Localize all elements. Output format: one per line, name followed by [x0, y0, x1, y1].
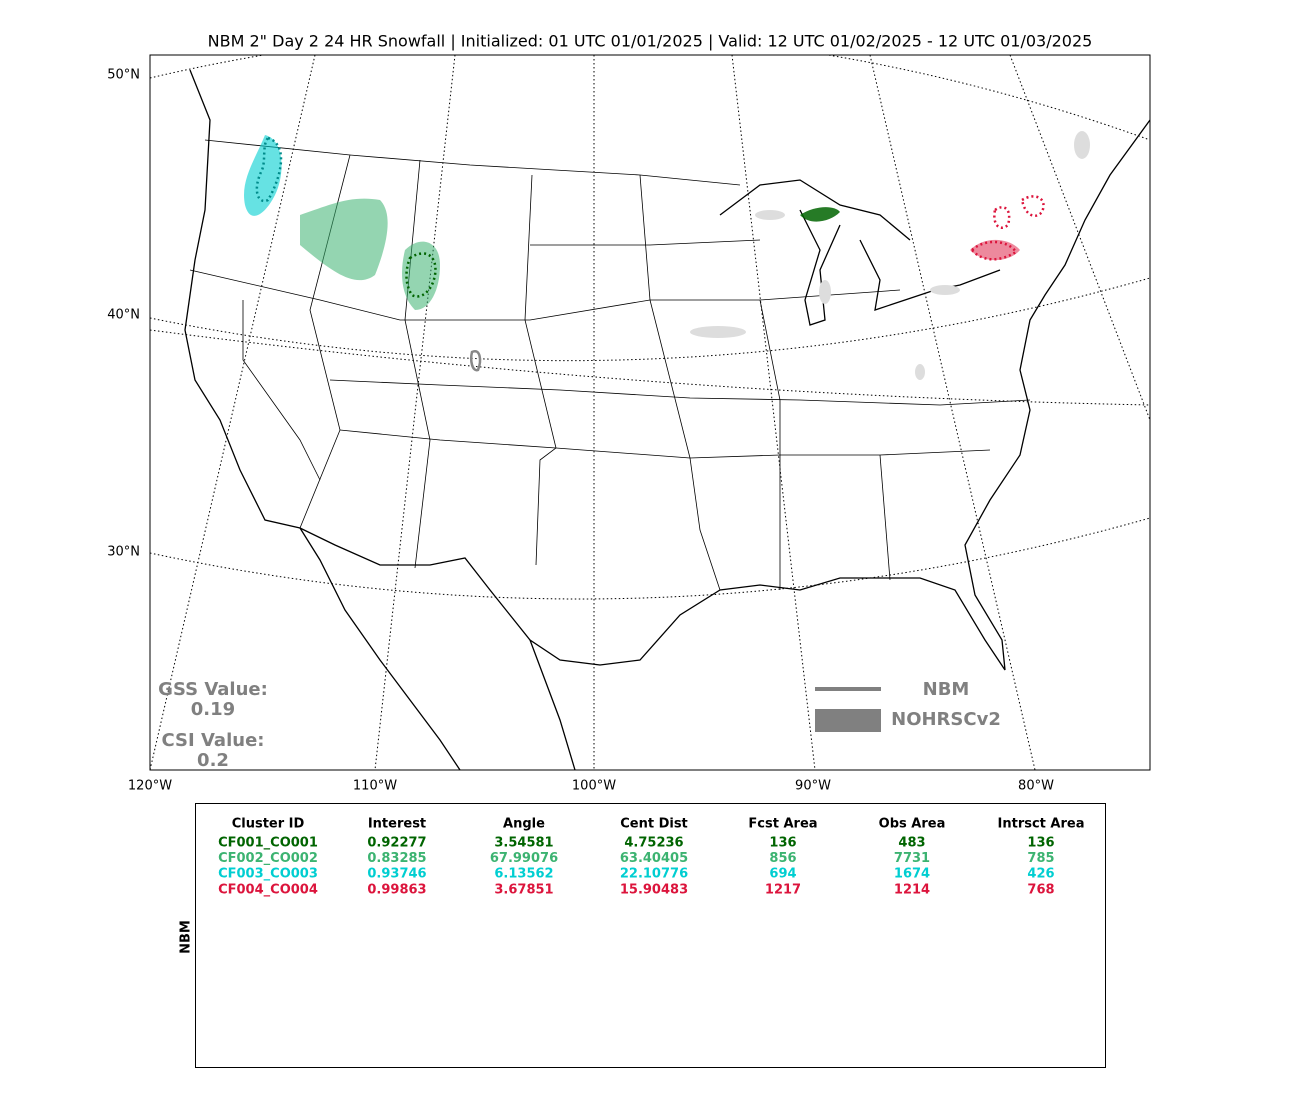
lon-label: 90°W: [795, 779, 831, 794]
table-cell: 0.93746: [367, 867, 426, 882]
table-cell: 7731: [894, 851, 930, 866]
lake-huron-erie: [859, 239, 1001, 311]
lake-michigan: [799, 209, 841, 326]
table-cell: 4.75236: [624, 836, 683, 851]
coastline: [299, 527, 461, 770]
side-label: NBM: [179, 920, 194, 954]
graticule: [150, 329, 1150, 406]
graticule: [150, 277, 1150, 362]
table-cell: 856: [769, 851, 796, 866]
graticule: [1009, 55, 1150, 421]
coastline: [184, 69, 1150, 671]
table-cell: 63.40405: [620, 851, 688, 866]
state-line: [524, 174, 557, 566]
fcst-object: [993, 206, 1011, 229]
lon-label: 80°W: [1018, 779, 1054, 794]
lat-label: 30°N: [107, 545, 140, 560]
table-header: Intrsct Area: [998, 817, 1085, 832]
obs-object: [690, 326, 746, 338]
legend-fill: [815, 709, 881, 732]
table-cell: 136: [1027, 836, 1054, 851]
state-line: [242, 300, 321, 481]
obs-object: [402, 241, 440, 310]
table-header: Cent Dist: [620, 817, 688, 832]
map: 50°N 40°N 30°N 120°W 110°W 100°W 90°W 80°W GSS…: [107, 54, 1151, 794]
csi-label: CSI Value:: [162, 730, 265, 751]
state-line: [759, 299, 781, 590]
lon-label: 100°W: [572, 779, 616, 794]
state-line: [329, 379, 1031, 406]
obs-object: [915, 364, 925, 380]
table-cell: 136: [769, 836, 796, 851]
lon-labels: 120°W 110°W 100°W 90°W 80°W: [128, 779, 1054, 794]
table-cell: 1217: [765, 882, 801, 897]
obs-object: [300, 198, 388, 281]
table-header: Cluster ID: [232, 817, 305, 832]
lon-label: 120°W: [128, 779, 172, 794]
obs-object: [1074, 131, 1090, 159]
table-cell: 1674: [894, 867, 930, 882]
lon-label: 110°W: [353, 779, 397, 794]
table-cell: 694: [769, 867, 796, 882]
gss-label: GSS Value:: [158, 679, 268, 700]
state-line: [404, 159, 431, 569]
lat-label: 50°N: [107, 68, 140, 83]
stats: GSS Value: 0.19 CSI Value: 0.2: [158, 679, 268, 771]
border: [204, 139, 741, 186]
table-cell: 22.10776: [620, 867, 688, 882]
gss-value: 0.19: [191, 699, 235, 720]
fcst-object: [1020, 195, 1045, 217]
lake-superior: [719, 179, 911, 241]
obs-object: [755, 210, 785, 220]
state-line: [879, 454, 891, 581]
graticule: [150, 517, 1150, 600]
lat-label: 40°N: [107, 308, 140, 323]
table-frame: [195, 803, 1106, 1068]
legend-label: NOHRSCv2: [891, 709, 1001, 730]
obs-object: [819, 280, 831, 304]
obs-object: [800, 207, 840, 222]
table-header: Fcst Area: [748, 817, 817, 832]
csi-value: 0.2: [197, 750, 229, 771]
legend: NBM NOHRSCv2: [815, 679, 1001, 732]
table-cell: 0.99863: [367, 882, 426, 897]
state-line: [639, 174, 721, 591]
table-cell: 768: [1027, 882, 1054, 897]
table-cell: 426: [1027, 867, 1054, 882]
legend-label: NBM: [923, 679, 970, 700]
table-body: Cluster ID Interest Angle Cent Dist Fcst Are…: [218, 817, 1084, 898]
table: NBM Cluster ID Interest Angle Cent Dist Fcst…: [179, 803, 1106, 1068]
obs-object: [930, 285, 960, 295]
table-cell: 0.92277: [367, 836, 426, 851]
obs-object: [244, 135, 282, 216]
fcst-object: [405, 252, 437, 298]
table-cell: 1214: [894, 882, 930, 897]
table-cell: 0.83285: [367, 851, 426, 866]
table-cell: 3.67851: [494, 882, 553, 897]
coastline: [529, 639, 576, 770]
table-cell: 483: [898, 836, 925, 851]
table-cell: 3.54581: [494, 836, 553, 851]
table-cell: 15.90483: [620, 882, 688, 897]
map-frame: [149, 54, 1151, 771]
table-cell: CF003_CO003: [218, 867, 318, 882]
table-header: Obs Area: [879, 817, 946, 832]
table-header: Angle: [503, 817, 545, 832]
fcst-object: [470, 349, 482, 372]
lat-labels: 50°N 40°N 30°N: [107, 68, 140, 560]
fcst-object: [970, 240, 1018, 261]
state-line: [530, 239, 761, 246]
map-title: NBM 2" Day 2 24 HR Snowfall | Initialize…: [208, 32, 1093, 51]
table-header: Interest: [368, 817, 426, 832]
table-cell: 785: [1027, 851, 1054, 866]
fcst-object: [255, 136, 283, 203]
table-cell: 67.99076: [490, 851, 558, 866]
table-cell: CF002_CO002: [218, 851, 318, 866]
table-cell: CF004_CO004: [218, 882, 318, 897]
table-cell: CF001_CO001: [218, 836, 318, 851]
table-cell: 6.13562: [494, 867, 553, 882]
